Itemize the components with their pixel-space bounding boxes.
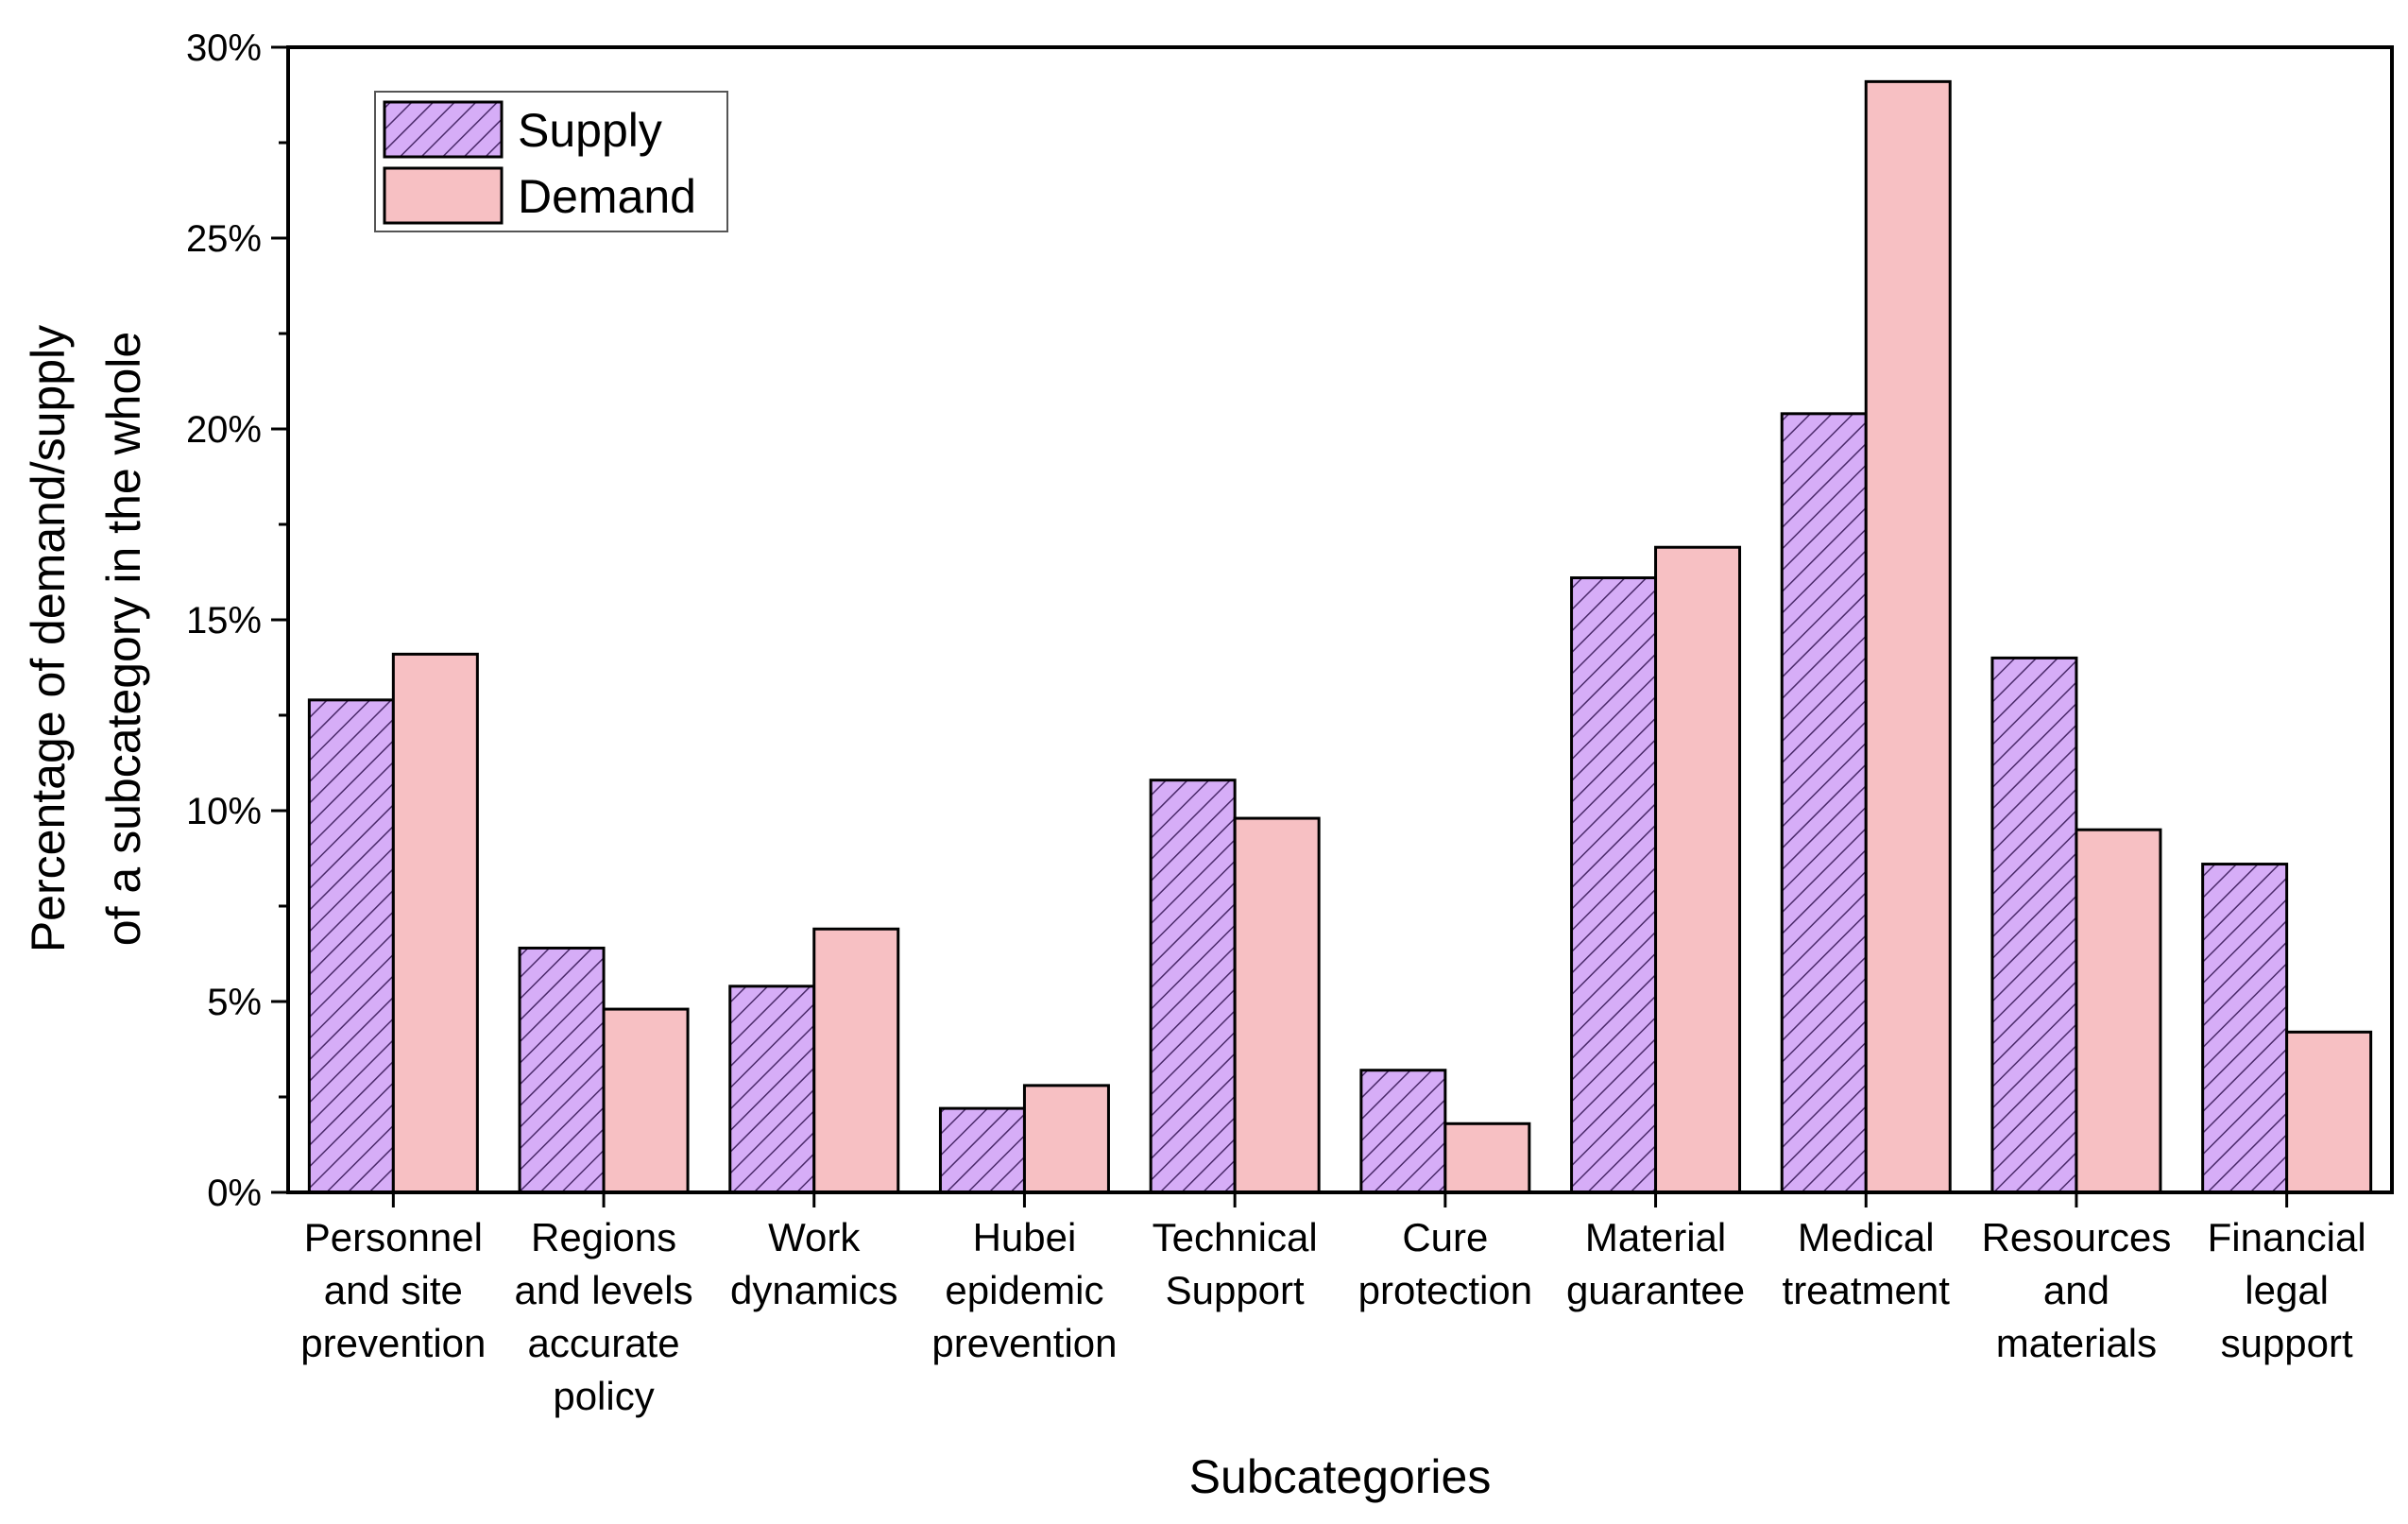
x-tick-label-line: Personnel <box>304 1215 483 1259</box>
y-tick-label: 25% <box>186 218 262 260</box>
x-tick-label-line: accurate <box>528 1321 680 1365</box>
x-tick-label-line: dynamics <box>730 1268 897 1312</box>
bar-supply-6 <box>1570 576 1658 1194</box>
y-tick-label: 30% <box>186 27 262 69</box>
bar-supply-9 <box>2201 863 2289 1194</box>
x-tick-label-line: protection <box>1358 1268 1532 1312</box>
bars-layer <box>307 79 2373 1194</box>
x-tick-label-line: Support <box>1166 1268 1305 1312</box>
x-tick-label: Work dynamics <box>730 1215 897 1312</box>
labels: 0% 5% 10% 15% 20% 25% 30% Personnel and site prev… <box>22 27 2366 1503</box>
x-tick-label-line: materials <box>1996 1321 2157 1365</box>
bar-demand-5 <box>1443 1122 1531 1194</box>
x-tick-label-line: legal <box>2245 1268 2329 1312</box>
x-tick-label: Medical treatment <box>1783 1215 1951 1312</box>
bar-demand-9 <box>2285 1030 2373 1194</box>
bar-supply-1 <box>518 946 606 1194</box>
legend-label-supply: Supply <box>518 104 662 157</box>
bar-supply-7 <box>1780 412 1868 1194</box>
y-tick-label: 15% <box>186 600 262 642</box>
bar-supply-4 <box>1149 779 1237 1194</box>
x-tick-label: Technical Support <box>1153 1215 1318 1312</box>
y-axis-title-line: of a subcategory in the whole <box>97 332 150 946</box>
x-tick-label: Cure protection <box>1358 1215 1532 1312</box>
x-tick-label-line: Regions <box>531 1215 676 1259</box>
y-tick-label: 20% <box>186 409 262 451</box>
x-tick-label-line: and levels <box>514 1268 692 1312</box>
x-tick-label-line: policy <box>553 1374 654 1418</box>
x-tick-label: Personnel and site prevention <box>300 1215 486 1365</box>
x-axis-title: Subcategories <box>1189 1450 1492 1503</box>
legend: Supply Demand <box>374 91 728 232</box>
y-tick-label: 10% <box>186 791 262 832</box>
x-tick-label: Material guarantee <box>1566 1215 1745 1312</box>
bar-supply-5 <box>1359 1069 1447 1194</box>
x-tick-label-line: Financial <box>2208 1215 2366 1259</box>
legend-label-demand: Demand <box>518 170 696 223</box>
x-tick-label: Hubei epidemic prevention <box>931 1215 1117 1365</box>
bar-demand-6 <box>1654 545 1742 1194</box>
x-tick-label-line: Technical <box>1153 1215 1318 1259</box>
bar-demand-8 <box>2075 828 2162 1194</box>
x-tick-label-line: Cure <box>1402 1215 1488 1259</box>
axes <box>271 45 2394 1207</box>
bar-demand-1 <box>602 1007 690 1194</box>
bar-supply-2 <box>728 985 816 1194</box>
x-tick-label-line: and site <box>324 1268 463 1312</box>
x-tick-label-line: prevention <box>931 1321 1117 1365</box>
x-tick-label-line: prevention <box>300 1321 486 1365</box>
x-tick-label: Financial legal support <box>2208 1215 2366 1365</box>
x-tick-label-line: support <box>2221 1321 2353 1365</box>
bar-demand-0 <box>391 652 479 1194</box>
x-tick-label-line: guarantee <box>1566 1268 1745 1312</box>
x-tick-label: Regions and levels accurate policy <box>514 1215 692 1418</box>
y-tick-label: 0% <box>207 1173 262 1214</box>
x-tick-label-line: Work <box>768 1215 861 1259</box>
y-axis-title-line: Percentage of demand/supply <box>22 325 75 952</box>
x-tick-label-line: Medical <box>1798 1215 1935 1259</box>
bar-supply-3 <box>938 1106 1026 1194</box>
bar-demand-3 <box>1022 1084 1110 1194</box>
bar-supply-8 <box>1990 656 2078 1194</box>
y-tick-label: 5% <box>207 982 262 1023</box>
x-tick-label-line: and <box>2043 1268 2109 1312</box>
y-axis-title: Percentage of demand/supply of a subcateg… <box>22 325 150 952</box>
legend-swatch-supply <box>383 100 504 159</box>
legend-swatch-demand <box>383 166 504 225</box>
x-tick-label-line: Hubei <box>973 1215 1077 1259</box>
bar-demand-4 <box>1233 816 1321 1194</box>
x-tick-label-line: Material <box>1585 1215 1726 1259</box>
x-tick-label-line: epidemic <box>945 1268 1103 1312</box>
bar-supply-0 <box>307 698 395 1194</box>
bar-demand-7 <box>1864 79 1952 1194</box>
x-tick-label: Resources and materials <box>1982 1215 2172 1365</box>
bar-demand-2 <box>812 927 900 1194</box>
x-tick-label-line: treatment <box>1783 1268 1951 1312</box>
x-tick-label-line: Resources <box>1982 1215 2172 1259</box>
